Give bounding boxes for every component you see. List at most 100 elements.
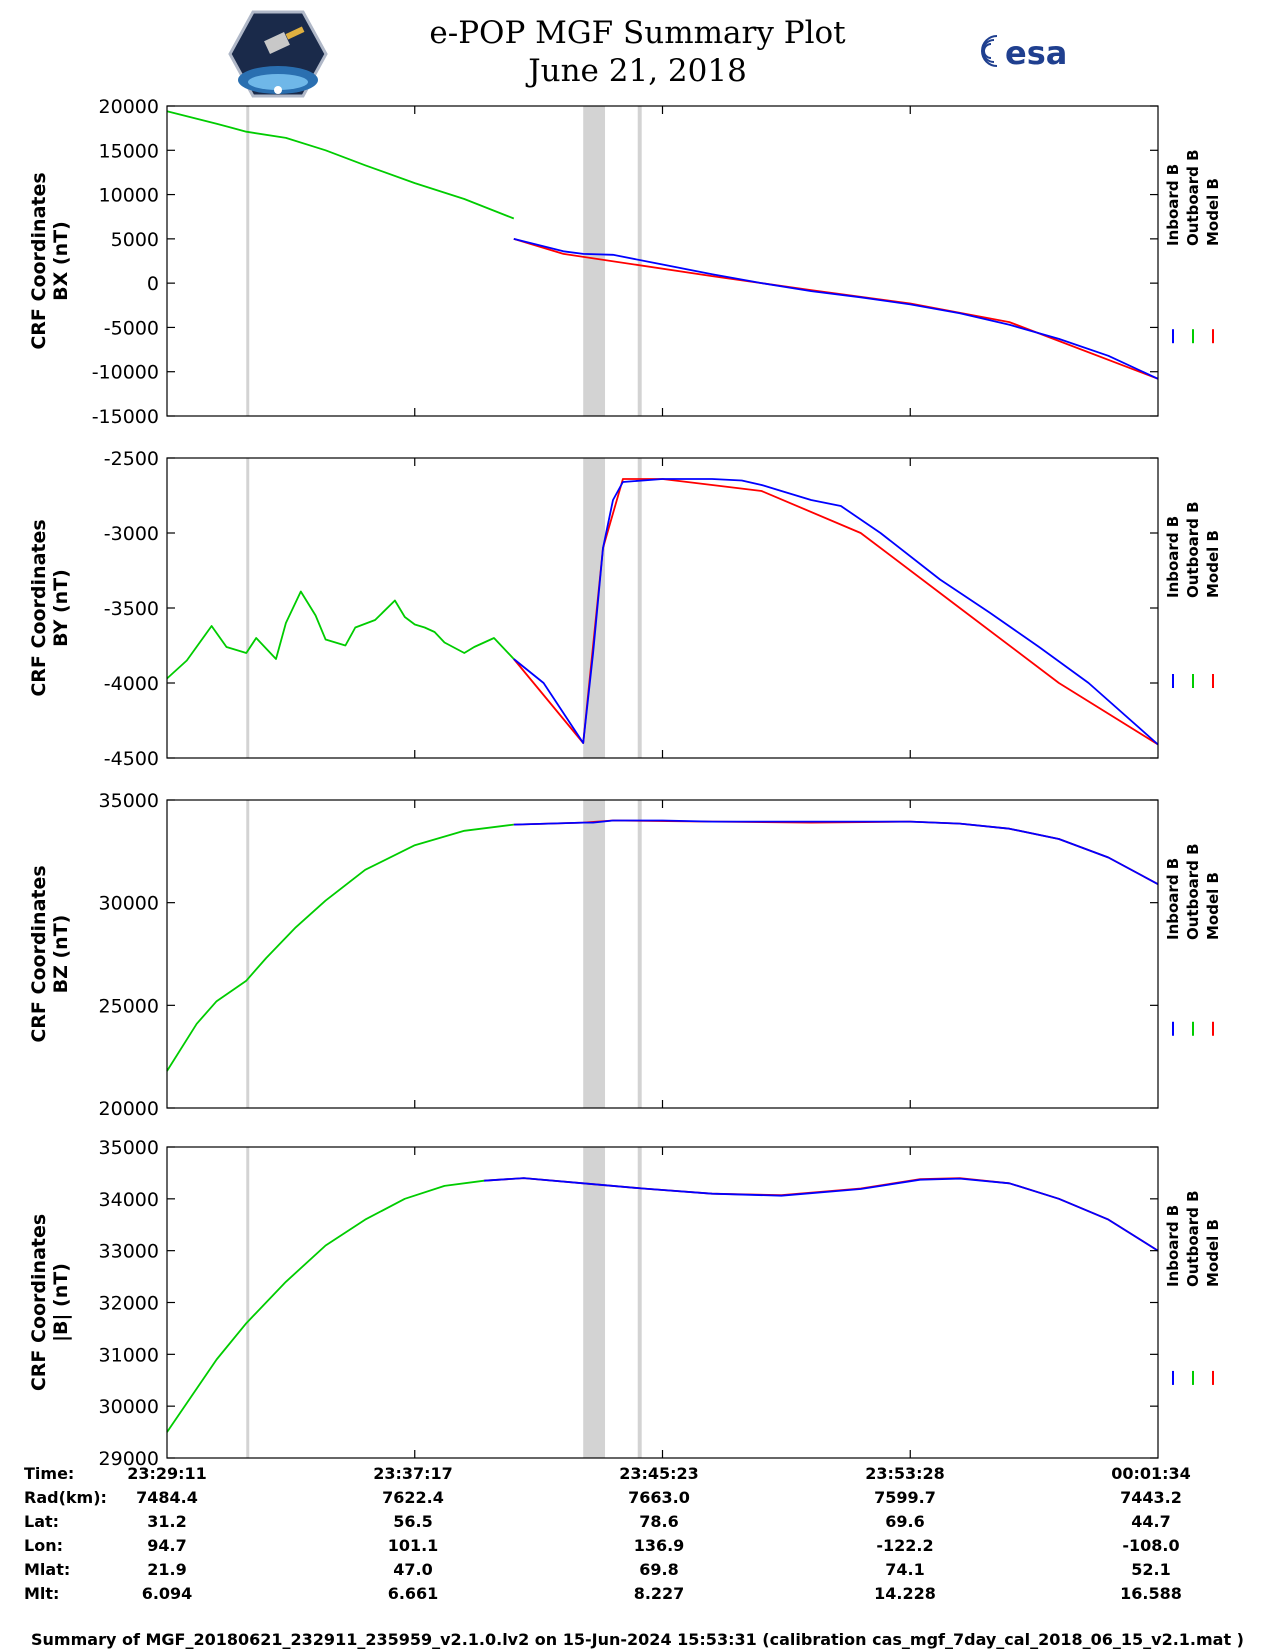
legend-label: Outboard B [1184, 843, 1202, 940]
y-tick-label: 35000 [99, 1137, 159, 1159]
time-cell: 00:01:34 [1111, 1464, 1191, 1483]
row-label-lat: Lat: [24, 1512, 60, 1531]
y-tick-label: -3500 [104, 598, 159, 620]
row-label-mlt: Mlt: [24, 1584, 60, 1603]
series-line [513, 238, 1159, 380]
series-line [166, 1179, 485, 1433]
y-tick-label: 20000 [99, 96, 159, 118]
y-tick-label: -4500 [104, 748, 159, 770]
series-line [513, 819, 1159, 885]
mlat-cell: 21.9 [147, 1560, 187, 1579]
series-line [166, 110, 515, 220]
legend-label: Outboard B [1184, 149, 1202, 246]
legend-label: Outboard B [1184, 1190, 1202, 1287]
y-tick-label: -3000 [104, 523, 159, 545]
lat-cell: 78.6 [639, 1512, 679, 1531]
time-cell: 23:45:23 [619, 1464, 699, 1483]
rad-cell: 7484.4 [136, 1488, 198, 1507]
lon-cell: -108.0 [1122, 1536, 1180, 1555]
series-line [513, 478, 1159, 746]
panel-1: 20000 15000 10000 5000 0 -5000 -10000 -15000 CRF… [28, 96, 1222, 428]
time-cell: 23:37:17 [373, 1464, 453, 1483]
y-tick-label: -15000 [92, 406, 159, 428]
y-tick-label: 15000 [99, 140, 159, 162]
mlat-cell: 47.0 [393, 1560, 433, 1579]
series-line [484, 1177, 1159, 1252]
gap-shade [583, 800, 606, 1108]
gap-shade [246, 800, 250, 1108]
gap-shade [637, 106, 642, 416]
y-axis-label: CRF Coordinates [28, 865, 50, 1042]
y-tick-label: 10000 [99, 185, 159, 207]
plot-frame [166, 457, 1159, 759]
y-tick-label: 31000 [99, 1344, 159, 1366]
y-tick-label: 34000 [99, 1189, 159, 1211]
cassiope-logo [228, 10, 328, 98]
plot-frame [166, 799, 1159, 1109]
series-line [166, 590, 515, 680]
lat-cell: 56.5 [393, 1512, 433, 1531]
mlat-cell: 52.1 [1131, 1560, 1171, 1579]
y-tick-label: 30000 [99, 1396, 159, 1418]
gap-shade [246, 106, 250, 416]
mlt-cell: 14.228 [874, 1584, 936, 1603]
y-axis-label: CRF Coordinates [28, 1214, 50, 1391]
y-axis-label: BX (nT) [50, 221, 72, 301]
legend-label: Inboard B [1164, 1205, 1182, 1287]
gap-shade [583, 1147, 606, 1458]
y-axis-label: |B| (nT) [50, 1263, 72, 1342]
y-tick-label: -5000 [104, 317, 159, 339]
mlt-cell: 6.661 [387, 1584, 439, 1603]
legend-label: Inboard B [1164, 164, 1182, 246]
rad-cell: 7599.7 [874, 1488, 936, 1507]
legend-label: Model B [1204, 872, 1222, 940]
esa-logo: esa [981, 34, 1067, 72]
y-tick-label: -4000 [104, 673, 159, 695]
gap-shade [246, 1147, 250, 1458]
y-tick-label: 35000 [99, 790, 159, 812]
row-label-mlat: Mlat: [24, 1560, 71, 1579]
mlt-cell: 16.588 [1120, 1584, 1182, 1603]
gap-shade [637, 458, 642, 758]
lat-cell: 44.7 [1131, 1512, 1171, 1531]
time-cell: 23:29:11 [127, 1464, 207, 1483]
lon-cell: 136.9 [633, 1536, 685, 1555]
lat-cell: 69.6 [885, 1512, 925, 1531]
legend-label: Model B [1204, 530, 1222, 598]
mlt-cell: 8.227 [633, 1584, 685, 1603]
rad-cell: 7663.0 [628, 1488, 690, 1507]
y-tick-label: 5000 [111, 229, 159, 251]
time-cell: 23:53:28 [865, 1464, 945, 1483]
y-tick-label: -10000 [92, 362, 159, 384]
plot-frame [166, 1146, 1159, 1459]
row-label-rad: Rad(km): [24, 1488, 107, 1507]
plot-title: e-POP MGF Summary Plot [429, 15, 846, 51]
gap-shade [637, 1147, 642, 1458]
y-tick-label: 30000 [99, 893, 159, 915]
series-line [513, 238, 1159, 380]
y-axis-label: CRF Coordinates [28, 519, 50, 696]
legend-label: Inboard B [1164, 858, 1182, 940]
rad-cell: 7443.2 [1120, 1488, 1182, 1507]
series-line [166, 823, 514, 1072]
y-tick-label: 29000 [99, 1448, 159, 1470]
legend-label: Outboard B [1184, 501, 1202, 598]
esa-logo-text: esa [1005, 34, 1067, 72]
lat-cell: 31.2 [147, 1512, 187, 1531]
gap-shade [246, 458, 250, 758]
y-tick-label: -2500 [104, 448, 159, 470]
y-axis-label: BZ (nT) [50, 915, 72, 994]
gap-shade [637, 800, 642, 1108]
rad-cell: 7622.4 [382, 1488, 444, 1507]
plot-frame [166, 105, 1159, 417]
legend-label: Inboard B [1164, 516, 1182, 598]
panel-3: 35000 30000 25000 20000 CRF Coordinates BZ (n… [28, 790, 1222, 1120]
y-tick-label: 25000 [99, 995, 159, 1017]
lon-cell: 101.1 [387, 1536, 439, 1555]
lon-cell: 94.7 [147, 1536, 187, 1555]
title-block: e-POP MGF Summary Plot June 21, 2018 [0, 14, 1275, 90]
panel-4: 35000 34000 33000 32000 31000 30000 29000 CRF C… [28, 1137, 1222, 1470]
series-line [513, 478, 1159, 746]
legend-label: Model B [1204, 1219, 1222, 1287]
